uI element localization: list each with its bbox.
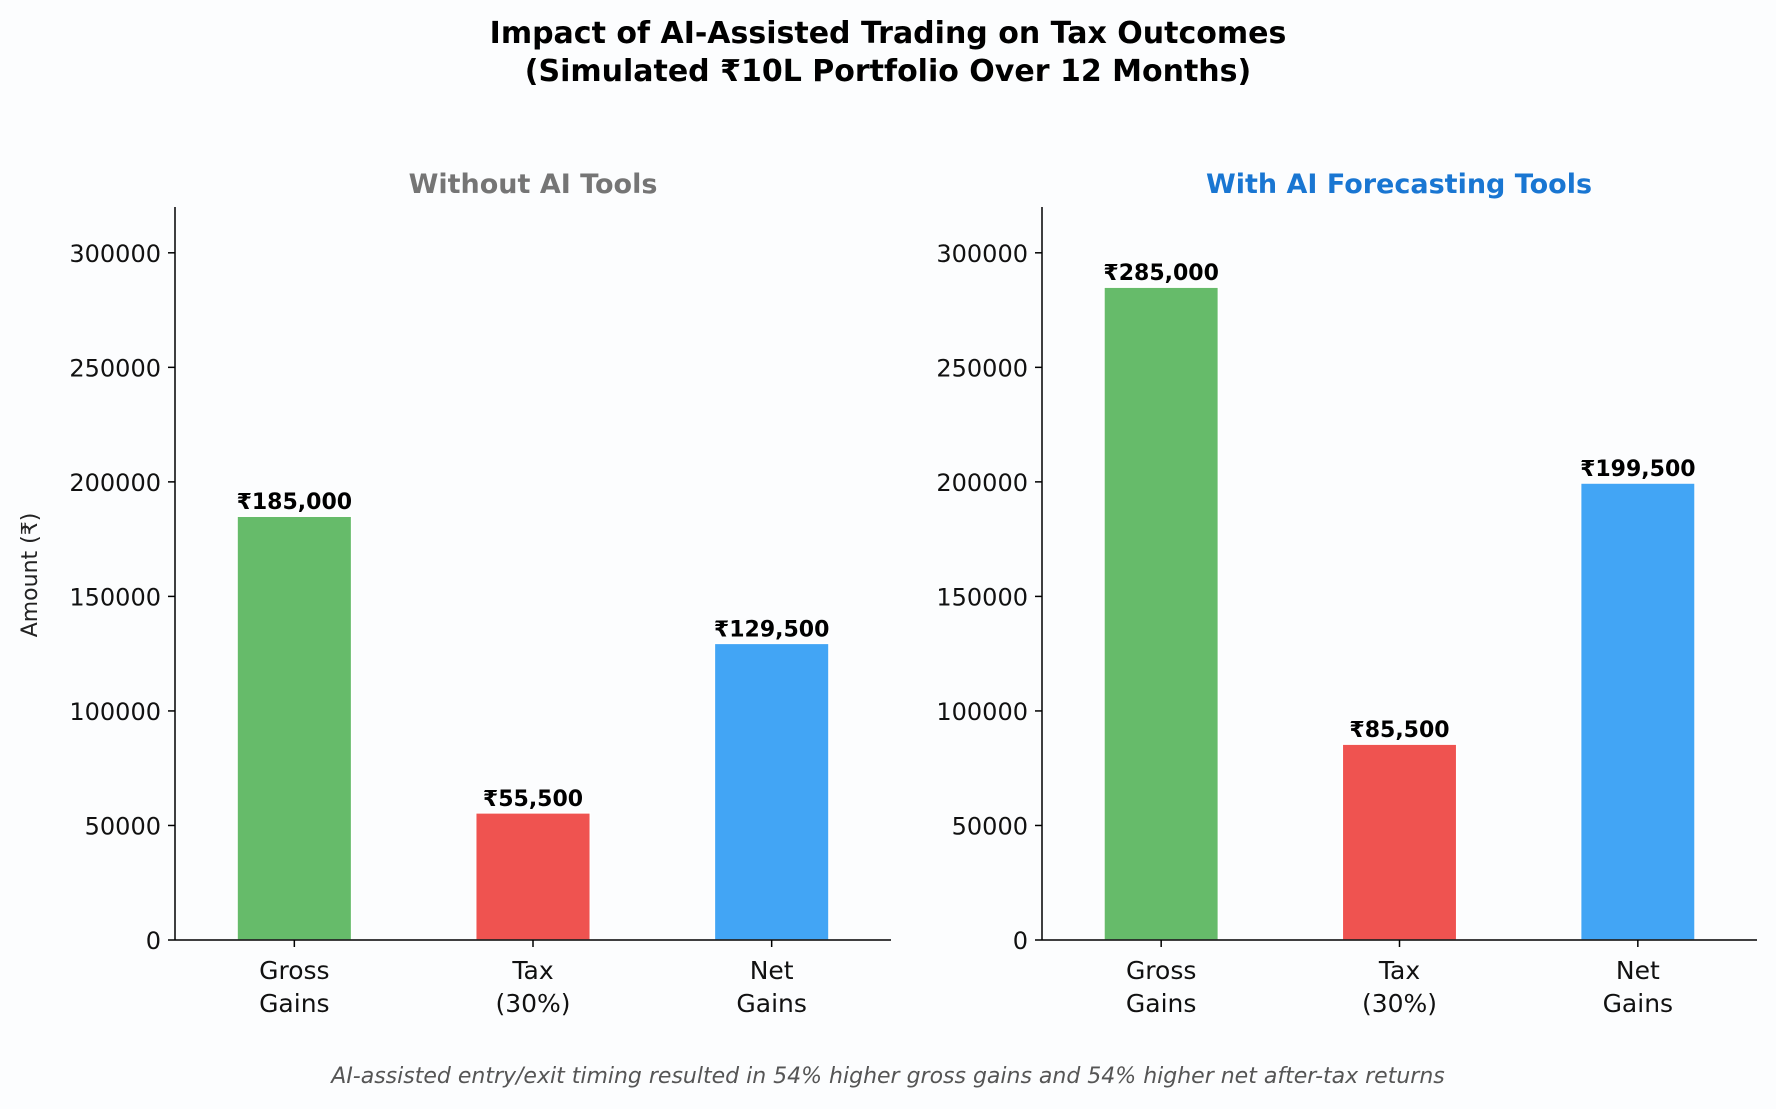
y-tick-label-with-ai-50000: 50000	[952, 812, 1028, 840]
y-tick-label-without-ai-150000: 150000	[69, 583, 161, 611]
y-tick-label-with-ai-150000: 150000	[936, 583, 1028, 611]
data-label-with-ai-gross-gains: ₹285,000	[1103, 261, 1219, 286]
footer-caption: AI-assisted entry/exit timing resulted i…	[329, 1064, 1444, 1089]
data-label-with-ai-tax: ₹85,500	[1349, 718, 1449, 743]
y-tick-label-without-ai-200000: 200000	[69, 469, 161, 497]
y-tick-label-with-ai-250000: 250000	[936, 354, 1028, 382]
panel-title-without-ai: Without AI Tools	[409, 169, 658, 200]
panel-without-ai: Without AI Tools ₹185,000 Gross Gains ₹55,50…	[69, 169, 891, 1018]
x-tick-label-with-ai-gross-gains: Gross Gains	[1126, 956, 1197, 1018]
y-tick-label-without-ai-100000: 100000	[69, 698, 161, 726]
bar-with-ai-net-gains	[1579, 482, 1696, 941]
x-tick-label-with-ai-tax: Tax (30%)	[1362, 956, 1437, 1018]
data-label-without-ai-gross-gains: ₹185,000	[237, 490, 353, 515]
y-tick-label-with-ai-300000: 300000	[936, 240, 1028, 268]
y-tick-label-without-ai-0: 0	[146, 927, 161, 955]
bar-without-ai-gross-gains	[236, 515, 353, 941]
data-label-without-ai-net-gains: ₹129,500	[714, 617, 830, 642]
y-tick-label-with-ai-100000: 100000	[936, 698, 1028, 726]
y-axis-label: Amount (₹)	[18, 513, 43, 638]
x-tick-label-without-ai-net-gains: Net Gains	[736, 956, 807, 1018]
figure-title-line1: Impact of AI-Assisted Trading on Tax Out…	[490, 16, 1287, 51]
data-label-without-ai-tax: ₹55,500	[483, 787, 583, 812]
bar-with-ai-tax	[1341, 743, 1458, 941]
panel-with-ai: With AI Forecasting Tools ₹285,000 Gross Ga…	[936, 169, 1757, 1018]
y-tick-label-without-ai-300000: 300000	[69, 240, 161, 268]
y-tick-label-without-ai-50000: 50000	[85, 812, 161, 840]
x-tick-label-without-ai-tax: Tax (30%)	[495, 956, 570, 1018]
y-tick-label-with-ai-0: 0	[1013, 927, 1028, 955]
y-tick-label-without-ai-250000: 250000	[69, 354, 161, 382]
bar-without-ai-net-gains	[713, 642, 830, 941]
panel-title-with-ai: With AI Forecasting Tools	[1206, 169, 1592, 200]
figure-title-line2: (Simulated ₹10L Portfolio Over 12 Months…	[525, 54, 1251, 89]
bar-without-ai-tax	[474, 812, 592, 941]
bar-with-ai-gross-gains	[1103, 286, 1220, 941]
x-tick-label-with-ai-net-gains: Net Gains	[1603, 956, 1674, 1018]
data-label-with-ai-net-gains: ₹199,500	[1580, 457, 1696, 482]
y-tick-label-with-ai-200000: 200000	[936, 469, 1028, 497]
x-tick-label-without-ai-gross-gains: Gross Gains	[259, 956, 330, 1018]
